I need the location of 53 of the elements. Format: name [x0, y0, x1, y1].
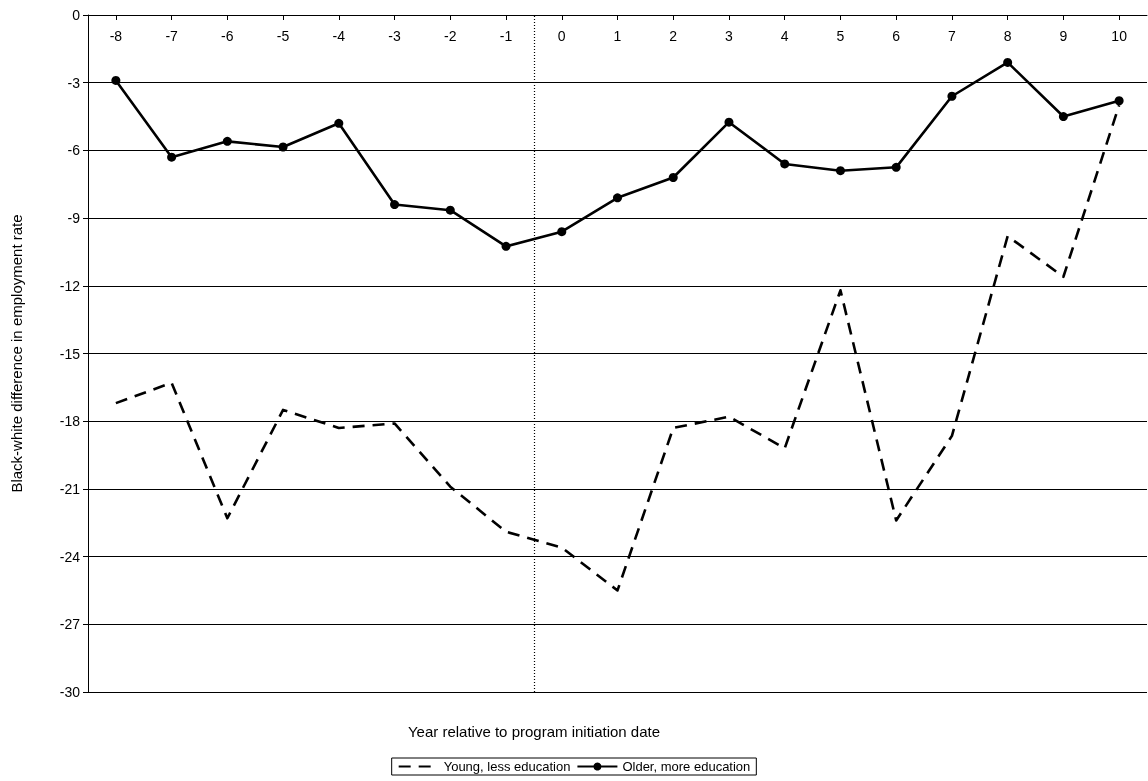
- y-tick-label: -12: [59, 277, 81, 294]
- y-tick-label: -9: [67, 210, 81, 227]
- x-tick-label: -7: [165, 28, 179, 44]
- point: [835, 166, 845, 176]
- x-tick-label: 0: [557, 28, 566, 44]
- x-tick-label: 7: [948, 28, 957, 44]
- legend-label: Young, less education: [443, 759, 571, 774]
- point: [222, 136, 232, 146]
- x-tick-label: -6: [221, 28, 234, 44]
- point: [111, 75, 121, 85]
- point: [1003, 57, 1013, 67]
- x-tick-label: -8: [109, 28, 123, 44]
- y-tick-label: -21: [59, 480, 81, 497]
- y-axis-title: Black-white difference in employment rate: [8, 214, 25, 493]
- y-tick-label: -3: [67, 74, 81, 91]
- x-tick-label: -2: [444, 28, 457, 44]
- x-tick-label: 9: [1059, 28, 1068, 44]
- x-tick-label: 8: [1003, 28, 1012, 44]
- x-tick-label: -1: [499, 28, 513, 44]
- point: [278, 142, 288, 152]
- x-axis-title: Year relative to program initiation date: [407, 723, 661, 740]
- point: [1114, 96, 1124, 106]
- legend-label: Older, more education: [622, 759, 751, 774]
- x-tick-label: -4: [332, 28, 346, 44]
- point: [445, 205, 455, 215]
- y-tick-label: -30: [59, 684, 81, 700]
- y-tick-label: -24: [59, 548, 81, 565]
- point: [390, 200, 400, 210]
- point: [668, 172, 678, 182]
- point: [334, 118, 344, 128]
- x-tick-label: 6: [892, 28, 901, 44]
- point: [947, 91, 957, 101]
- point: [557, 227, 567, 237]
- x-tick-label: -5: [276, 28, 290, 44]
- x-tick-label: 1: [613, 28, 622, 44]
- point: [501, 241, 511, 251]
- point: [1058, 112, 1068, 122]
- x-tick-label: 3: [725, 28, 734, 44]
- y-tick-label: -15: [59, 345, 81, 362]
- x-tick-label: 4: [780, 28, 789, 44]
- point: [780, 159, 790, 169]
- x-tick-label: -3: [388, 28, 401, 44]
- y-tick-label: -6: [67, 142, 81, 159]
- x-tick-label: 10: [1111, 28, 1128, 44]
- y-tick-label: -27: [59, 616, 81, 633]
- y-tick-label: -18: [59, 413, 81, 430]
- point: [613, 193, 622, 203]
- x-tick-label: 5: [836, 28, 845, 44]
- point: [724, 117, 734, 127]
- point: [891, 162, 901, 172]
- point: [167, 152, 177, 162]
- y-tick-label: 0: [72, 7, 81, 23]
- x-tick-label: 2: [669, 28, 678, 44]
